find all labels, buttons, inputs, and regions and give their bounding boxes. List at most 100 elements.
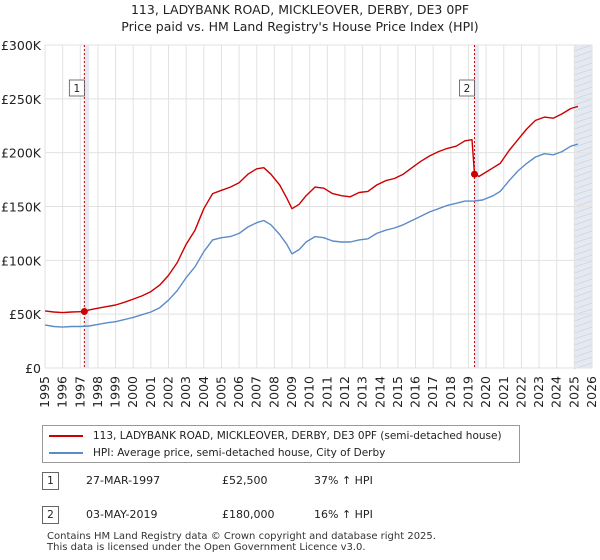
chart-subtitle: Price paid vs. HM Land Registry's House …	[121, 19, 479, 34]
hatch-line	[574, 68, 593, 76]
transaction-number-badge: 2	[42, 506, 59, 524]
hatch-line	[574, 248, 593, 256]
legend-label-hpi: HPI: Average price, semi-detached house,…	[93, 447, 386, 459]
hatch-line	[574, 212, 593, 220]
x-tick-label: 1998	[90, 376, 105, 408]
transaction-number-badge: 1	[42, 472, 59, 490]
x-tick-label: 2017	[425, 376, 440, 408]
x-tick-label: 2010	[302, 376, 317, 408]
x-tick-label: 2009	[284, 376, 299, 408]
event-label: 2	[464, 83, 471, 95]
hatch-line	[574, 344, 593, 352]
hatch-line	[574, 188, 593, 196]
legend-item-hpi: HPI: Average price, semi-detached house,…	[49, 445, 385, 461]
x-tick-label: 2005	[213, 376, 228, 408]
hatch-line	[574, 218, 593, 226]
y-tick-label: £50K	[9, 307, 42, 322]
hatch-line	[574, 230, 593, 238]
x-tick-label: 2006	[231, 376, 246, 408]
x-tick-label: 2016	[408, 376, 423, 408]
hatch-line	[574, 56, 593, 64]
x-tick-label: 2022	[513, 376, 528, 408]
hatch-line	[574, 110, 593, 118]
event-marker	[80, 307, 88, 315]
x-tick-label: 2012	[337, 376, 352, 408]
hatch-line	[574, 140, 593, 148]
x-tick-label: 1996	[55, 376, 70, 408]
hatch-line	[574, 338, 593, 346]
hatch-line	[574, 152, 593, 160]
series-line	[44, 105, 579, 314]
hatch-line	[574, 266, 593, 274]
x-tick-label: 2004	[196, 376, 211, 408]
y-tick-label: £100K	[1, 253, 42, 268]
hatch-line	[574, 206, 593, 214]
hatch-line	[574, 326, 593, 334]
series-line	[44, 143, 579, 328]
x-tick-label: 2015	[390, 376, 405, 408]
transaction-row: 2 03-MAY-2019 £180,000 16% ↑ HPI	[42, 506, 462, 526]
y-tick-label: £300K	[1, 38, 42, 53]
hatch-line	[574, 116, 593, 124]
event-label: 1	[74, 83, 81, 95]
x-tick-label: 2013	[355, 376, 370, 408]
legend-item-property: 113, LADYBANK ROAD, MICKLEOVER, DERBY, D…	[49, 428, 502, 444]
x-tick-label: 2020	[478, 376, 493, 408]
transaction-date: 03-MAY-2019	[86, 508, 158, 521]
x-tick-label: 2000	[125, 376, 140, 408]
legend-swatch-property	[49, 435, 83, 437]
hatch-line	[574, 80, 593, 88]
hatch-line	[574, 122, 593, 130]
footer-line-1: Contains HM Land Registry data © Crown c…	[47, 531, 436, 542]
x-tick-label: 2001	[143, 376, 158, 408]
x-tick-label: 2019	[460, 376, 475, 408]
hatch-line	[574, 170, 593, 178]
transaction-date: 27-MAR-1997	[86, 474, 161, 487]
event-marker	[470, 170, 478, 178]
hatch-line	[574, 224, 593, 232]
hatch-line	[574, 332, 593, 340]
hatch-line	[574, 284, 593, 292]
x-tick-label: 2021	[496, 376, 511, 408]
event-label-box	[68, 79, 85, 97]
y-tick-label: £0	[25, 361, 41, 376]
hatch-line	[574, 50, 593, 58]
footer-attribution: Contains HM Land Registry data © Crown c…	[47, 531, 436, 553]
hatch-line	[574, 86, 593, 94]
hatch-line	[574, 314, 593, 322]
transaction-hpi-delta: 16% ↑ HPI	[314, 508, 373, 521]
x-tick-label: 2003	[178, 376, 193, 408]
hatch-line	[574, 128, 593, 136]
hatch-line	[574, 164, 593, 172]
y-tick-label: £250K	[1, 92, 42, 107]
transaction-row: 1 27-MAR-1997 £52,500 37% ↑ HPI	[42, 472, 462, 492]
x-tick-label: 2026	[584, 376, 599, 408]
hatch-line	[574, 176, 593, 184]
x-tick-label: 2011	[319, 376, 334, 408]
y-tick-label: £200K	[1, 146, 42, 161]
hatch-line	[574, 356, 593, 364]
hatch-line	[574, 74, 593, 82]
hatch-line	[574, 290, 593, 298]
transaction-hpi-delta: 37% ↑ HPI	[314, 474, 373, 487]
transaction-price: £180,000	[222, 508, 275, 521]
hatch-line	[574, 98, 593, 106]
x-tick-label: 2018	[443, 376, 458, 408]
hatch-line	[574, 296, 593, 304]
hatch-line	[574, 104, 593, 112]
hatch-line	[574, 92, 593, 100]
hatch-line	[574, 134, 593, 142]
hatch-line	[574, 62, 593, 70]
legend-swatch-hpi	[49, 452, 83, 454]
hatch-line	[574, 278, 593, 286]
hatch-line	[574, 302, 593, 310]
hatch-line	[574, 242, 593, 250]
hatch-line	[574, 260, 593, 268]
x-tick-label: 2002	[161, 376, 176, 408]
price-chart: £0 £50K £100K £150K £200K £250K £300K 1995 1996…	[1, 38, 599, 408]
x-tick-label: 2008	[266, 376, 281, 408]
hatch-line	[574, 320, 593, 328]
hatch-line	[574, 236, 593, 244]
chart-legend: 113, LADYBANK ROAD, MICKLEOVER, DERBY, D…	[42, 425, 520, 463]
x-tick-label: 1999	[108, 376, 123, 408]
